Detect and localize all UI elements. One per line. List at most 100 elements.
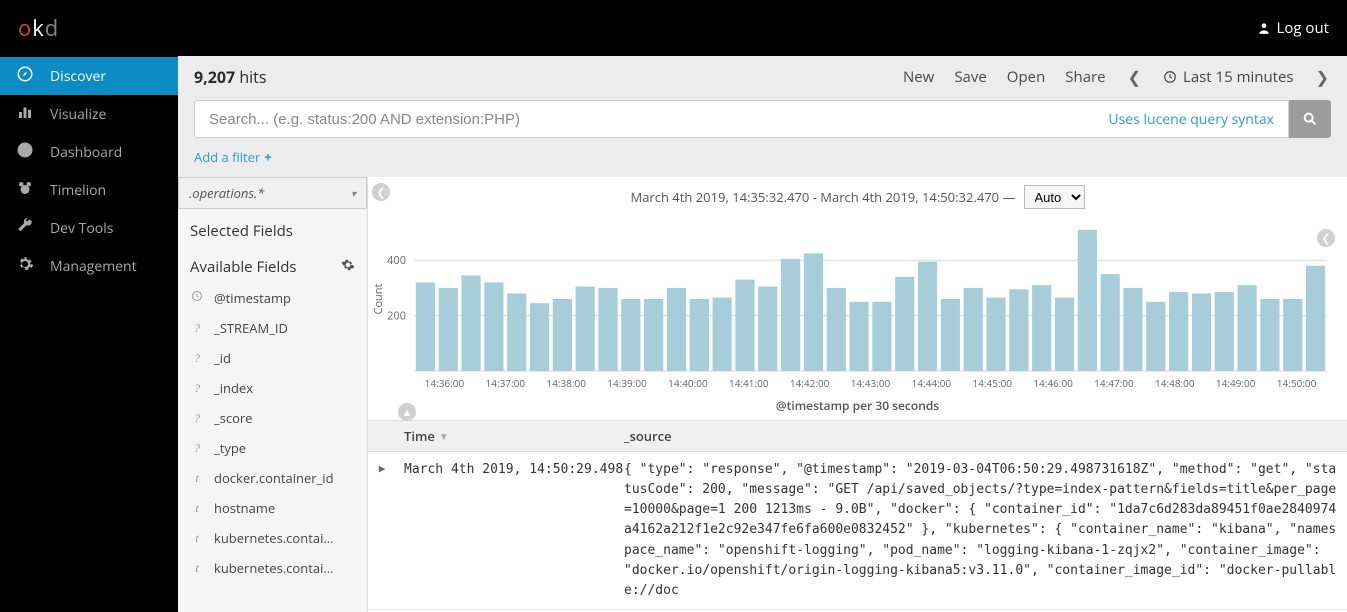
plus-icon: + [264, 148, 271, 166]
nav-item-timelion[interactable]: Timelion [0, 171, 178, 209]
action-bar: New Save Open Share ❮ Last 15 minutes ❯ [903, 66, 1331, 88]
svg-text:14:46:00: 14:46:00 [1033, 376, 1073, 390]
field-type-icon: t [190, 531, 204, 546]
clock-icon [1163, 70, 1177, 84]
field-item[interactable]: t docker.container_id [178, 463, 367, 493]
histogram-chart[interactable]: 200400Count14:36:0014:37:0014:38:0014:39… [368, 217, 1347, 397]
time-next-icon[interactable]: ❯ [1314, 66, 1331, 88]
main-area: 9,207 hits New Save Open Share ❮ Last 15… [178, 56, 1347, 612]
field-item[interactable]: ? _id [178, 343, 367, 373]
field-name: @timestamp [214, 289, 291, 307]
share-button[interactable]: Share [1065, 67, 1105, 87]
hits-count: 9,207 hits [194, 66, 267, 88]
wrench-icon [16, 217, 34, 240]
save-button[interactable]: Save [954, 67, 986, 87]
left-nav: Discover Visualize Dashboard Timelion Dev To… [0, 56, 178, 612]
svg-text:14:47:00: 14:47:00 [1094, 376, 1134, 390]
field-item[interactable]: ? _STREAM_ID [178, 313, 367, 343]
field-name: _id [214, 349, 231, 367]
field-name: _index [214, 379, 253, 397]
result-time: March 4th 2019, 14:50:29.498 [396, 452, 616, 609]
svg-text:14:39:00: 14:39:00 [607, 376, 647, 390]
index-pattern-select[interactable]: .operations.* ▾ [178, 177, 367, 209]
svg-text:14:50:00: 14:50:00 [1277, 376, 1317, 390]
expand-row-icon[interactable]: ▶ [368, 452, 396, 609]
fields-settings-icon[interactable] [341, 257, 355, 277]
lucene-syntax-link[interactable]: Uses lucene query syntax [1108, 110, 1274, 129]
field-type-icon: ? [190, 351, 204, 366]
field-item[interactable]: thostname [178, 493, 367, 523]
brand-logo: okd [18, 13, 59, 43]
scroll-top-icon[interactable]: ▲ [398, 403, 416, 421]
nav-label: Dev Tools [50, 219, 113, 238]
new-button[interactable]: New [903, 67, 934, 87]
svg-text:14:38:00: 14:38:00 [546, 376, 586, 390]
svg-text:14:49:00: 14:49:00 [1216, 376, 1256, 390]
svg-text:14:48:00: 14:48:00 [1155, 376, 1195, 390]
svg-text:14:40:00: 14:40:00 [668, 376, 708, 390]
gear-icon [16, 255, 34, 278]
field-name: kubernetes.contai... [214, 559, 334, 577]
svg-text:14:45:00: 14:45:00 [972, 376, 1012, 390]
field-item[interactable]: t kubernetes.contai... [178, 553, 367, 583]
field-item[interactable]: ? _index [178, 373, 367, 403]
field-item[interactable]: ?_type [178, 433, 367, 463]
svg-text:14:41:00: 14:41:00 [729, 376, 769, 390]
svg-text:400: 400 [387, 253, 406, 268]
field-name: kubernetes.contai... [214, 529, 334, 547]
open-button[interactable]: Open [1007, 67, 1045, 87]
user-icon [1257, 21, 1271, 35]
search-icon [1302, 111, 1318, 127]
interval-select[interactable]: Auto [1024, 185, 1085, 209]
field-type-icon: ? [190, 381, 204, 396]
field-type-icon: ? [190, 411, 204, 426]
field-item[interactable]: ? _score [178, 403, 367, 433]
svg-text:14:44:00: 14:44:00 [912, 376, 952, 390]
search-input[interactable] [209, 111, 1098, 128]
compass-icon [16, 65, 34, 88]
nav-label: Discover [50, 67, 106, 86]
sort-desc-icon: ▼ [439, 429, 449, 443]
field-item[interactable]: @timestamp [178, 283, 367, 313]
gauge-icon [16, 141, 34, 164]
add-filter-link[interactable]: Add a filter + [194, 148, 272, 166]
nav-label: Dashboard [50, 143, 122, 162]
expand-column-header [368, 421, 396, 451]
chevron-down-icon: ▾ [351, 186, 356, 200]
results-table: Time ▼ _source ▶March 4th 2019, 14:50:29… [368, 420, 1347, 612]
index-pattern-label: .operations.* [189, 184, 264, 202]
field-name: _type [214, 439, 246, 457]
logout-label: Log out [1277, 18, 1329, 38]
nav-item-visualize[interactable]: Visualize [0, 95, 178, 133]
source-column-header[interactable]: _source [616, 421, 1347, 451]
field-item[interactable]: t kubernetes.contai... [178, 523, 367, 553]
nav-item-dashboard[interactable]: Dashboard [0, 133, 178, 171]
svg-text:14:42:00: 14:42:00 [790, 376, 830, 390]
svg-text:14:36:00: 14:36:00 [425, 376, 465, 390]
time-column-header[interactable]: Time ▼ [396, 421, 616, 451]
collapse-sidebar-icon[interactable]: ❮ [372, 183, 390, 201]
time-prev-icon[interactable]: ❮ [1126, 66, 1143, 88]
field-type-icon: ? [190, 321, 204, 336]
collapse-chart-icon[interactable]: ❮ [1317, 229, 1335, 247]
field-name: docker.container_id [214, 469, 334, 487]
nav-item-discover[interactable]: Discover [0, 57, 178, 95]
search-button[interactable] [1289, 100, 1331, 138]
nav-item-management[interactable]: Management [0, 247, 178, 285]
search-box: Uses lucene query syntax [194, 100, 1289, 138]
field-type-icon: t [190, 471, 204, 486]
svg-text:14:37:00: 14:37:00 [486, 376, 526, 390]
field-name: _score [214, 409, 253, 427]
nav-item-dev-tools[interactable]: Dev Tools [0, 209, 178, 247]
chart-x-label: @timestamp per 30 seconds [368, 397, 1347, 420]
result-source: { "type": "response", "@timestamp": "201… [616, 452, 1347, 609]
field-type-icon [190, 290, 204, 306]
available-fields-header: Available Fields [190, 257, 297, 277]
field-type-icon: t [190, 561, 204, 576]
time-range-picker[interactable]: Last 15 minutes [1163, 67, 1294, 87]
logout-link[interactable]: Log out [1257, 18, 1329, 38]
chart-area: ❮ ❮ March 4th 2019, 14:35:32.470 - March… [368, 177, 1347, 612]
field-name: _STREAM_ID [214, 319, 288, 337]
svg-text:200: 200 [387, 309, 406, 324]
nav-label: Visualize [50, 105, 106, 124]
